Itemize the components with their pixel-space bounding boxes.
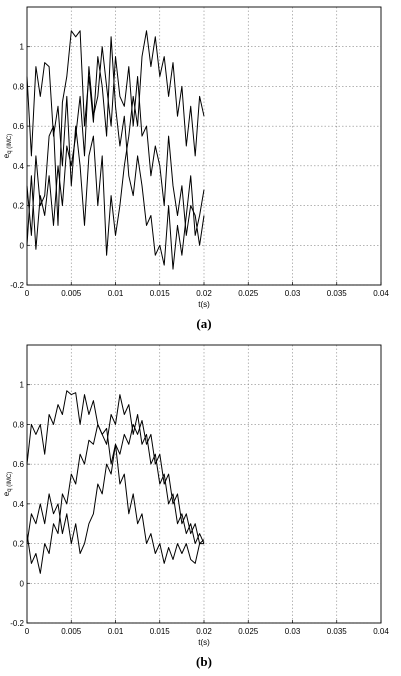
y-tick-label: 0.6 [13,460,25,469]
x-tick-label: 0.025 [238,289,259,298]
x-tick-label: 0.015 [150,627,171,636]
y-axis-label: eq (IMC) [2,472,13,496]
series-line-3 [26,420,204,554]
x-tick-label: 0.03 [285,289,301,298]
y-tick-label: 0.4 [13,162,25,171]
y-tick-label: 0.2 [13,540,25,549]
figure-caption: (b) [196,654,212,669]
y-tick-label: 0.4 [13,500,25,509]
x-tick-label: 0.035 [327,289,348,298]
y-tick-label: 0 [20,579,25,588]
y-tick-label: -0.2 [10,281,24,290]
x-tick-label: 0.02 [196,289,212,298]
y-axis-label-sub: q (IMC) [7,134,13,154]
x-tick-label: 0.03 [285,627,301,636]
series-line-2 [26,394,205,574]
series-line-1 [26,390,205,564]
x-tick-label: 0.01 [108,289,124,298]
line-chart-a: 0 0.005 0.01 0.015 0.02 0.025 0.03 0.035 0.04 -0.… [2,6,389,331]
y-tick-label: -0.2 [10,619,24,628]
y-tick-label: 0.2 [13,202,25,211]
y-axis-label-sub: q (IMC) [7,472,13,492]
chart-panel-a: 0 0.005 0.01 0.015 0.02 0.025 0.03 0.035 0.04 -0.… [2,6,389,331]
y-axis-label: eq (IMC) [2,134,13,158]
chart-panel-b: 0 0.005 0.01 0.015 0.02 0.025 0.03 0.035 0.04 -0.… [0,338,401,676]
x-axis-label: t(s) [198,638,210,647]
x-tick-label: 0.035 [327,627,348,636]
line-chart-b: 0 0.005 0.01 0.015 0.02 0.025 0.03 0.035 0.04 -0.… [2,344,389,669]
series-line-2 [26,30,205,256]
y-tick-label: 1 [20,43,25,52]
y-tick-label: 0.8 [13,82,25,91]
y-tick-label: 1 [20,381,25,390]
plot-frame [26,344,382,624]
y-axis-label-main: e [2,491,11,496]
x-tick-label: 0.04 [373,289,389,298]
plot-frame [26,6,382,286]
x-tick-label: 0 [25,627,30,636]
y-tick-label: 0 [20,241,25,250]
x-tick-label: 0.005 [61,289,82,298]
y-tick-label: 0.6 [13,122,25,131]
y-tick-label: 0.8 [13,420,25,429]
x-tick-label: 0 [25,289,30,298]
x-axis-label: t(s) [198,300,210,309]
x-tick-label: 0.005 [61,627,82,636]
series-line-3 [26,46,205,250]
y-axis-label-main: e [2,153,11,158]
x-tick-label: 0.02 [196,627,212,636]
x-tick-label: 0.015 [150,289,171,298]
x-tick-label: 0.01 [108,627,124,636]
x-tick-label: 0.025 [238,627,259,636]
x-tick-label: 0.04 [373,627,389,636]
figure-caption: (a) [196,316,211,331]
